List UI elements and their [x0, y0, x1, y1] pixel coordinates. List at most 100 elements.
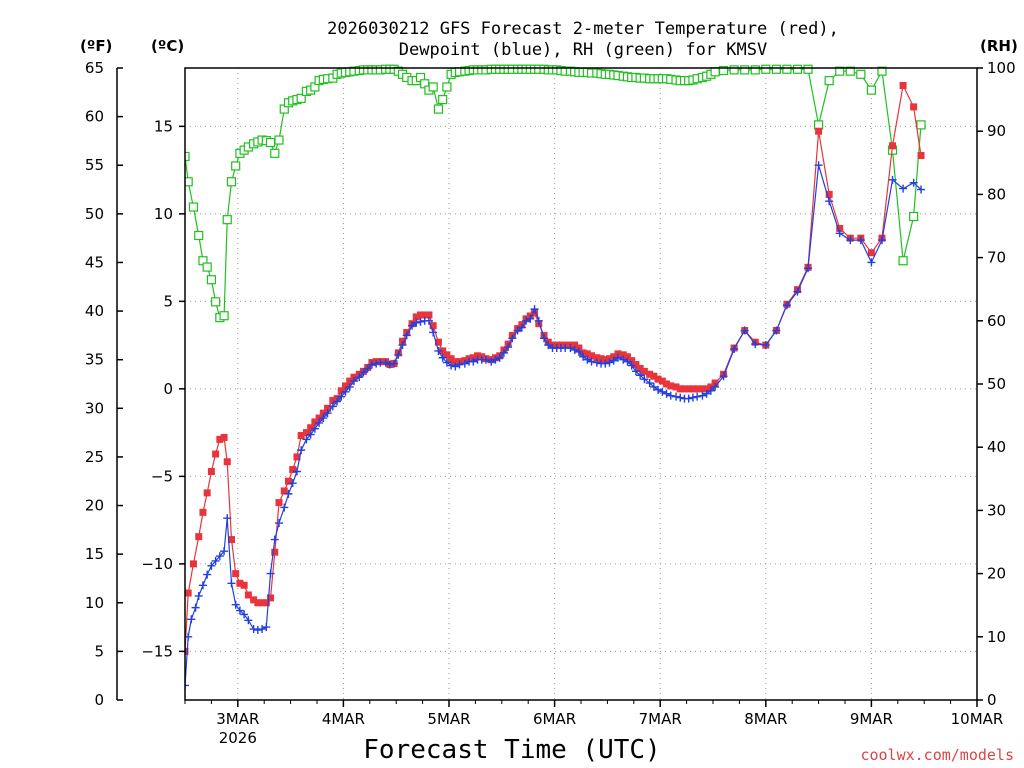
dewpoint-point	[666, 391, 675, 400]
dewpoint-point	[825, 197, 834, 206]
dewpoint-point	[194, 591, 203, 600]
temperature-point	[185, 589, 192, 597]
temperature-point	[329, 397, 337, 405]
dewpoint-point	[491, 355, 500, 364]
gridlines	[185, 68, 977, 700]
rh-point	[226, 177, 237, 187]
temperature-point	[825, 190, 833, 198]
dewpoint-point	[240, 610, 249, 619]
temperature-point	[583, 350, 591, 358]
temperature-point	[654, 375, 662, 383]
axes: 05101520253035404550556065151050−5−10−15…	[85, 59, 1016, 747]
rh-tick-label: 20	[987, 565, 1006, 583]
rh-point	[792, 64, 803, 74]
temperature-point	[593, 354, 601, 362]
temperature-point	[254, 599, 262, 607]
fahrenheit-tick-label: 50	[85, 205, 104, 223]
rh-tick-label: 40	[987, 438, 1006, 456]
dewpoint-point	[877, 236, 886, 245]
temperature-point	[342, 382, 350, 390]
temperature-point	[207, 468, 215, 476]
rh-unit-label: (RH)	[980, 37, 1018, 55]
fahrenheit-tick-label: 30	[85, 399, 104, 417]
dewpoint-point	[574, 347, 583, 356]
dewpoint-point	[319, 414, 328, 423]
chart-title-line1: 2026030212 GFS Forecast 2-meter Temperat…	[327, 19, 839, 39]
dewpoint-point	[645, 379, 654, 388]
temperature-point	[650, 372, 658, 380]
dewpoint-point	[487, 357, 496, 366]
celsius-tick-label: 15	[154, 117, 173, 135]
dewpoint-point	[258, 625, 267, 634]
temperature-point	[685, 385, 693, 393]
rh-point	[782, 64, 792, 74]
dewpoint-point	[460, 359, 469, 368]
dewpoint-point	[337, 392, 346, 401]
dewpoint-point	[235, 606, 244, 615]
dewpoint-point	[438, 353, 447, 362]
temperature-point	[836, 224, 844, 232]
temperature-point	[429, 322, 437, 330]
x-tick-label: 3MAR	[216, 710, 259, 728]
dewpoint-point	[719, 372, 728, 381]
temperature-point	[421, 311, 429, 319]
dewpoint-point	[372, 359, 381, 368]
dewpoint-point	[917, 185, 926, 194]
dewpoint-point	[328, 402, 337, 411]
dewpoint-point	[416, 317, 425, 326]
rh-point	[206, 275, 216, 285]
temperature-point	[443, 351, 451, 359]
dewpoint-point	[804, 264, 813, 273]
dewpoint-point	[227, 579, 236, 588]
temperature-point	[623, 353, 631, 361]
x-tick-label: 10MAR	[951, 710, 1004, 728]
dewpoint-point	[793, 287, 802, 296]
temperature-point	[447, 355, 455, 363]
temperature-point	[667, 382, 675, 390]
dewpoint-point	[244, 616, 253, 625]
temperature-point	[588, 352, 596, 360]
x-axis-title: Forecast Time (UTC)	[363, 735, 660, 765]
dewpoint-point	[730, 344, 739, 353]
dewpoint-point	[835, 229, 844, 238]
fahrenheit-tick-label: 35	[85, 351, 104, 369]
dewpoint-point	[207, 561, 216, 570]
dewpoint-point	[751, 340, 760, 349]
fahrenheit-tick-label: 15	[85, 545, 104, 563]
fahrenheit-tick-label: 55	[85, 156, 104, 174]
temperature-point	[640, 367, 648, 375]
rh-tick-label: 70	[987, 249, 1006, 267]
fahrenheit-tick-label: 60	[85, 108, 104, 126]
temperature-point	[680, 385, 688, 393]
temperature-point	[910, 103, 918, 111]
dewpoint-point	[609, 356, 618, 365]
temperature-point	[244, 591, 252, 599]
dewpoint-point	[249, 625, 258, 634]
fahrenheit-tick-label: 10	[85, 594, 104, 612]
rh-tick-label: 100	[987, 59, 1016, 77]
temperature-point	[346, 377, 354, 385]
dewpoint-point	[672, 392, 681, 401]
rh-point	[202, 262, 212, 272]
temperature-point	[676, 385, 684, 393]
temperature-point	[815, 127, 823, 135]
temperature-point	[425, 311, 433, 319]
temperature-point	[267, 594, 275, 602]
rh-point	[710, 67, 720, 77]
dewpoint-point	[288, 479, 297, 488]
dewpoint-point	[270, 535, 279, 544]
series-line	[185, 165, 922, 686]
dewpoint-point	[262, 623, 271, 632]
temperature-point	[571, 341, 579, 349]
dewpoint-point	[693, 392, 702, 401]
dewpoint-point	[310, 424, 319, 433]
dewpoint-point	[390, 359, 399, 368]
x-tick-label: 5MAR	[427, 710, 470, 728]
x-tick-year-label: 2026	[219, 729, 257, 747]
temperature-point	[258, 599, 266, 607]
dewpoint-point	[284, 489, 293, 498]
temperature-point	[672, 383, 680, 391]
dewpoint-point	[530, 305, 539, 314]
dewpoint-point	[605, 358, 614, 367]
